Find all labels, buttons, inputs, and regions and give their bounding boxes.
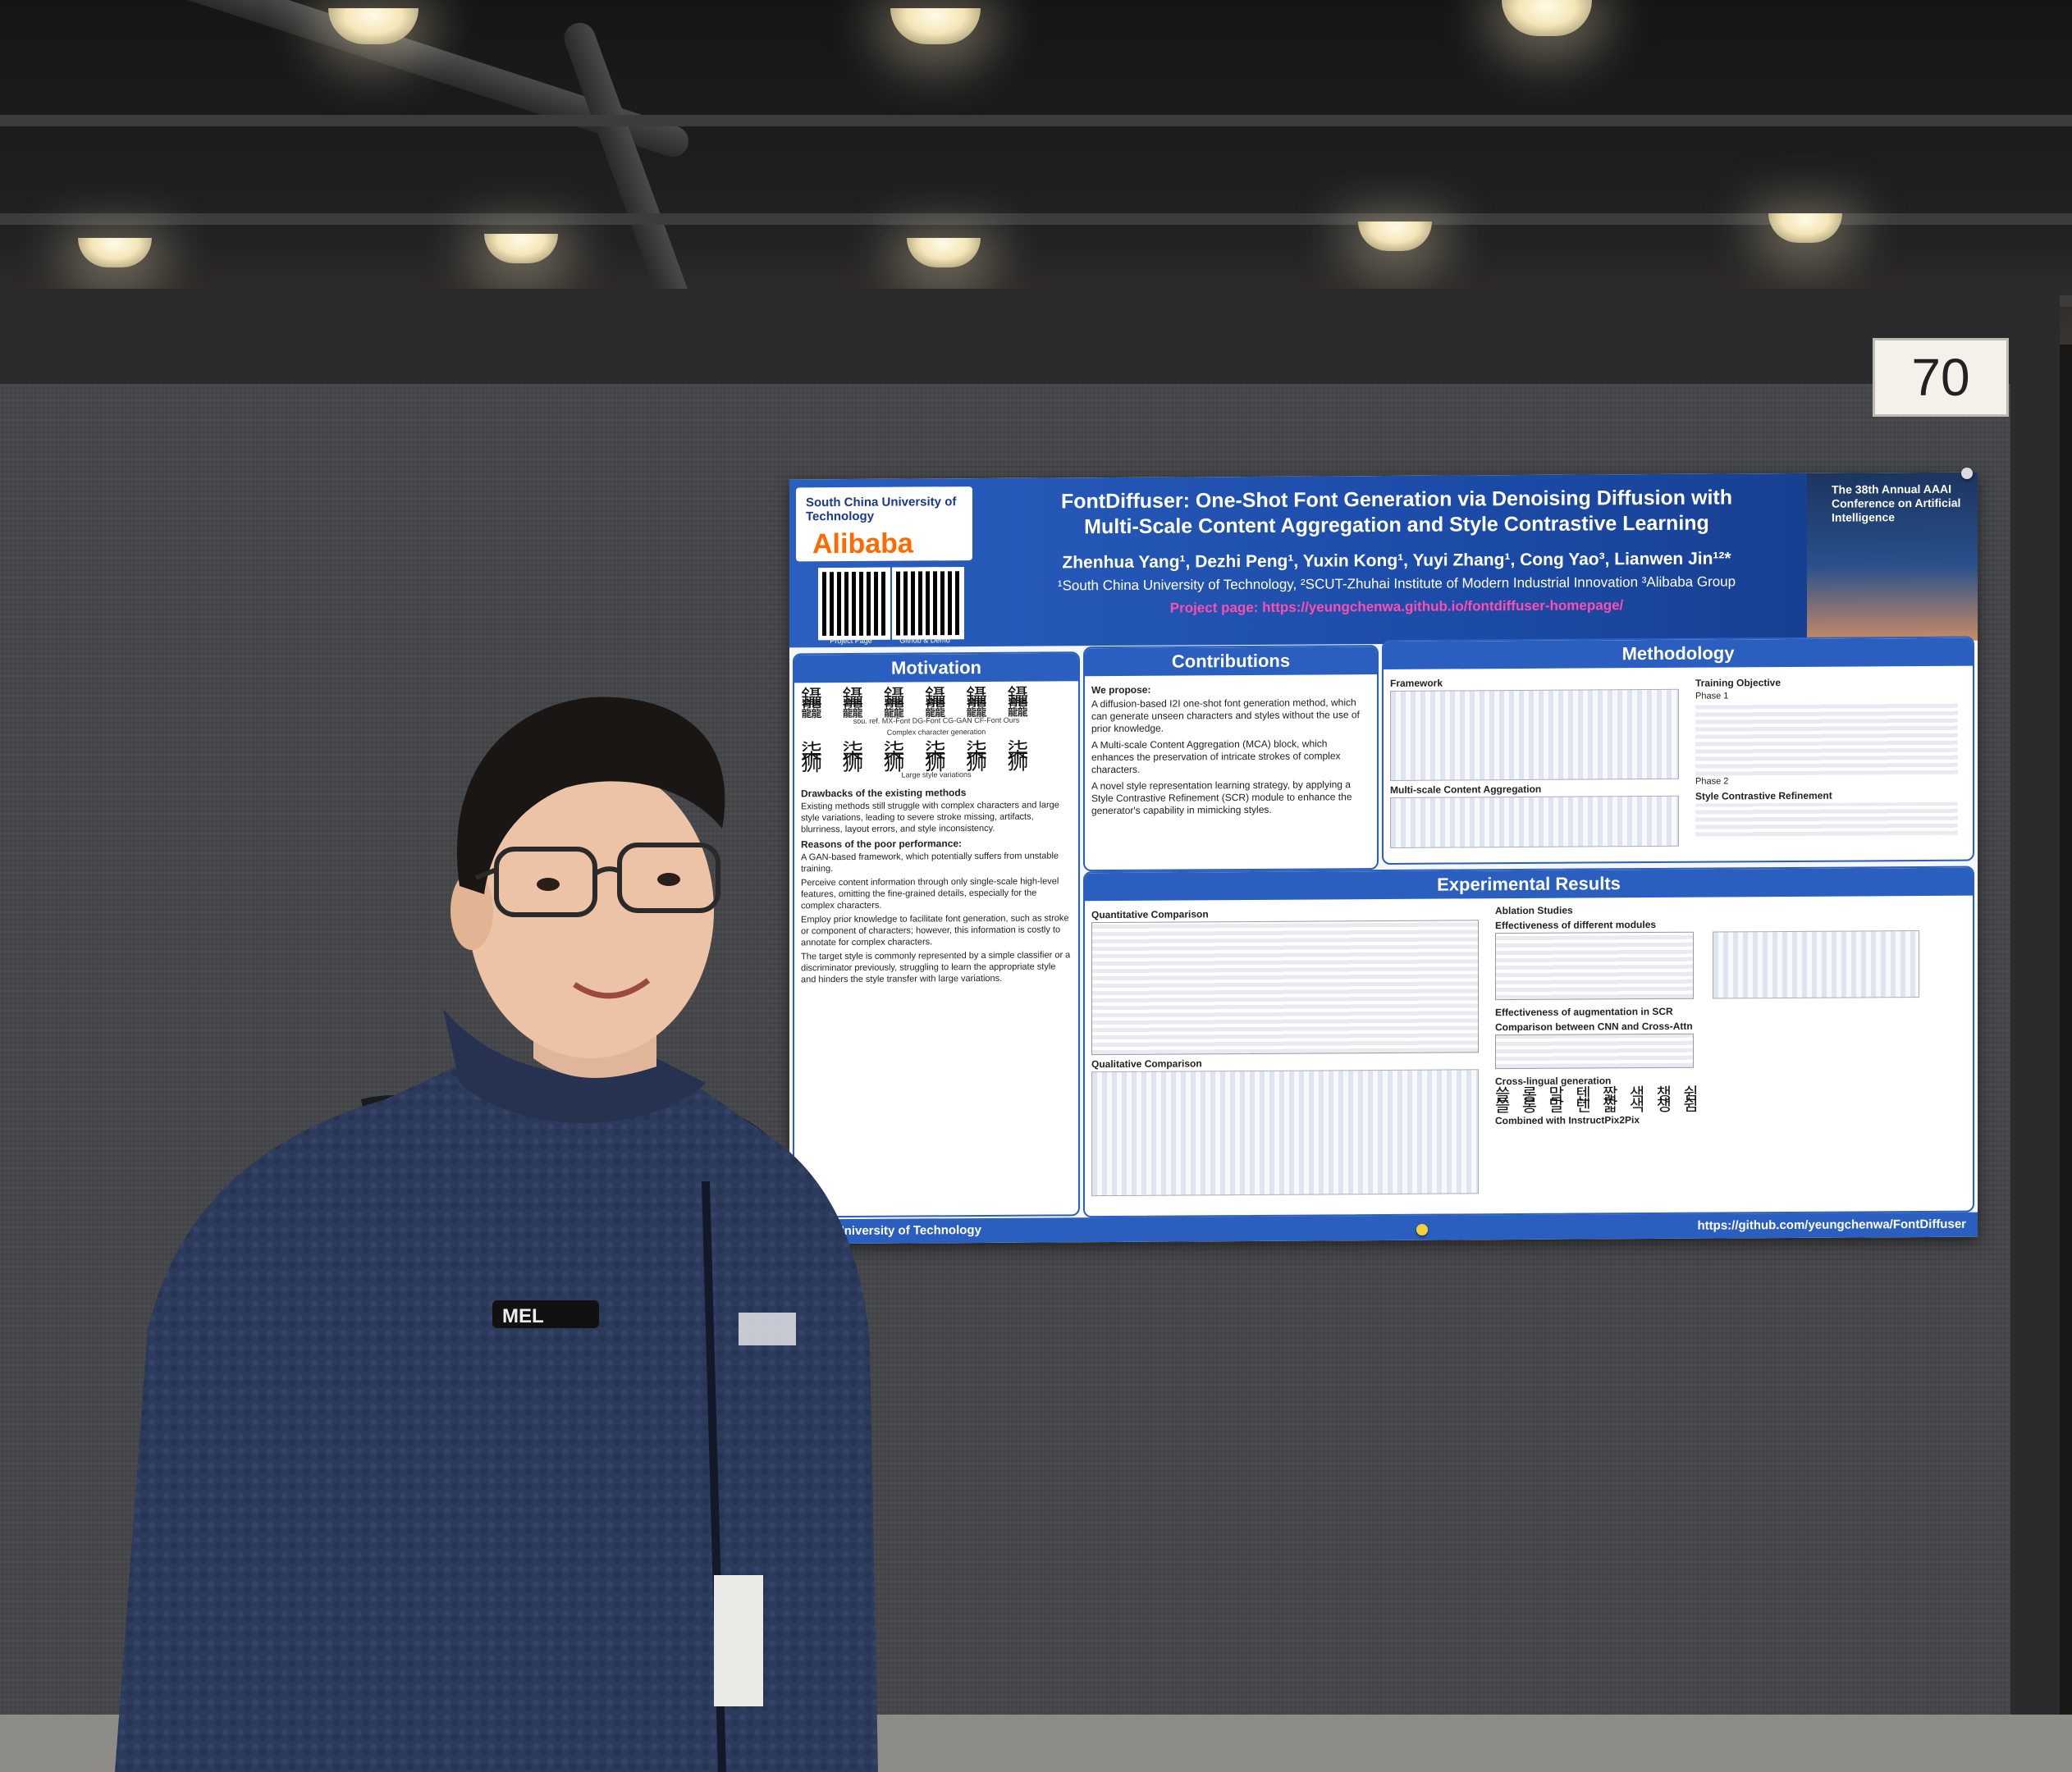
ceiling-light — [907, 238, 981, 267]
effect-modules-label: Effectiveness of different modules — [1495, 918, 1657, 932]
section-heading: Motivation — [794, 653, 1078, 683]
reason-item: Employ prior knowledge to facilitate fon… — [801, 913, 1069, 948]
cross-lingual-glyphs: 쓸 롱 말 텐 짧 색 챙 쉼 — [1495, 1094, 1702, 1117]
training-objective-label: Training Objective — [1695, 677, 1782, 689]
figure-caption: Complex character generation — [886, 727, 986, 737]
poster-header: South China University of Technology Ali… — [789, 472, 1978, 648]
glyph-samples: 龘 龘 龘 龘 龘 龘 — [801, 696, 1036, 723]
project-page-link: Project page: https://yeungchenwa.github… — [1169, 597, 1624, 616]
contributions-intro: We propose: — [1091, 683, 1151, 696]
scr-label: Style Contrastive Refinement — [1695, 789, 1832, 802]
qualitative-figure — [1091, 1069, 1479, 1197]
contribution-item: A Multi-scale Content Aggregation (MCA) … — [1091, 738, 1341, 776]
mca-diagram — [1390, 795, 1679, 848]
framework-diagram — [1390, 688, 1679, 781]
glyph-samples: 狮 狮 狮 狮 狮 狮 — [801, 750, 1036, 777]
qr-label: Github & Demo — [899, 636, 950, 645]
ceiling-beam — [0, 213, 2072, 225]
augmentation-table — [1495, 1033, 1694, 1070]
poster-authors: Zhenhua Yang¹, Dezhi Peng¹, Yuxin Kong¹,… — [1062, 549, 1731, 573]
floor — [0, 1715, 2072, 1772]
ceiling-light — [78, 238, 152, 267]
effect-aug-label: Effectiveness of augmentation in SCR — [1495, 1005, 1673, 1019]
logo-box: South China University of Technology Ali… — [796, 486, 972, 562]
section-results: Experimental Results Quantitative Compar… — [1083, 865, 1974, 1218]
research-poster: South China University of Technology Ali… — [789, 472, 1978, 1245]
ablation-label: Ablation Studies — [1495, 904, 1573, 917]
drawbacks-title: Drawbacks of the existing methods — [801, 787, 967, 800]
footer-github: https://github.com/yeungchenwa/FontDiffu… — [1697, 1217, 1967, 1233]
qr-label: Project Page — [830, 636, 872, 646]
section-methodology: Methodology Framework Multi-scale Conten… — [1382, 636, 1974, 865]
ceiling-light — [1358, 222, 1432, 251]
booth-number-text: 70 — [1911, 348, 1970, 407]
qr-code-icon — [892, 567, 964, 640]
conference-name: The 38th Annual AAAI Conference on Artif… — [1832, 482, 1961, 524]
phase2-label: Phase 2 — [1695, 776, 1729, 787]
section-motivation: Motivation 鑷 鑷 鑷 鑷 鑷 鑷 龘 龘 龘 龘 龘 龘 sou. … — [793, 651, 1080, 1218]
poster-affiliations: ¹South China University of Technology, ²… — [1057, 573, 1736, 594]
contribution-item: A novel style representation learning st… — [1091, 779, 1352, 817]
ceiling-light — [890, 8, 981, 44]
quantitative-table — [1091, 920, 1479, 1056]
ceiling-beam — [0, 115, 2072, 126]
cnn-attn-label: Comparison between CNN and Cross-Attn — [1495, 1020, 1693, 1034]
qr-code-icon — [818, 567, 890, 641]
conference-banner: The 38th Annual AAAI Conference on Artif… — [1807, 472, 1978, 642]
ablation-table — [1495, 931, 1694, 1001]
equations — [1695, 802, 1958, 837]
ceiling-light — [1502, 0, 1592, 36]
ceiling-light — [1768, 213, 1842, 243]
reason-item: Perceive content information through onl… — [801, 876, 1059, 911]
section-heading: Methodology — [1384, 637, 1973, 669]
booth-number: 70 — [1873, 338, 2009, 417]
ceiling-light — [484, 234, 558, 263]
push-pin-icon — [1961, 468, 1973, 479]
ceiling — [0, 0, 2072, 492]
reasons-title: Reasons of the poor performance: — [801, 838, 963, 851]
equations — [1695, 700, 1958, 776]
poster-title: FontDiffuser: One-Shot Font Generation v… — [986, 485, 1807, 541]
footer-university: China University of Technology — [798, 1222, 981, 1239]
reason-item: A GAN-based framework, which potentially… — [801, 851, 1059, 875]
title-line2: Multi-Scale Content Aggregation and Styl… — [1084, 511, 1709, 539]
instructpix-label: Combined with InstructPix2Pix — [1495, 1114, 1640, 1127]
university-logo: South China University of Technology — [806, 495, 957, 524]
push-pin-icon — [1416, 1224, 1428, 1235]
section-heading: Contributions — [1085, 646, 1377, 677]
contribution-item: A diffusion-based I2I one-shot font gene… — [1091, 696, 1360, 735]
ablation-figure — [1713, 930, 1920, 999]
reason-item: The target style is commonly represented… — [801, 950, 1071, 985]
drawbacks-text: Existing methods still struggle with com… — [801, 800, 1059, 835]
alibaba-logo: Alibaba — [812, 527, 913, 560]
section-contributions: Contributions We propose: A diffusion-ba… — [1083, 645, 1379, 872]
